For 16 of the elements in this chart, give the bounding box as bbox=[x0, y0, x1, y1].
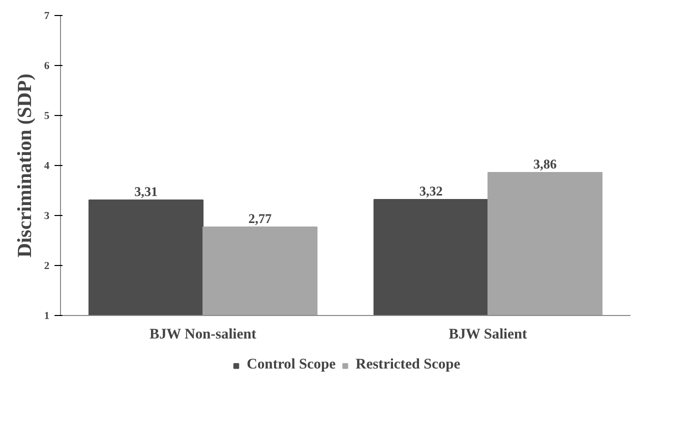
y-tick-label: 2 bbox=[44, 261, 50, 272]
legend-label: Control Scope bbox=[246, 356, 336, 374]
legend-label: Restricted Scope bbox=[356, 356, 460, 374]
y-axis-title: Discrimination (SDP) bbox=[14, 74, 36, 258]
x-tick-label: BJW Salient bbox=[448, 326, 528, 342]
y-tick-label: 5 bbox=[44, 111, 50, 122]
y-tick-label: 6 bbox=[44, 61, 50, 72]
y-tick-label: 3 bbox=[44, 211, 50, 222]
data-label: 3,86 bbox=[533, 156, 557, 172]
y-tick-label: 7 bbox=[44, 11, 50, 22]
data-label: 3,32 bbox=[419, 184, 443, 198]
data-label: 2,77 bbox=[248, 211, 272, 226]
y-tick-label: 1 bbox=[44, 311, 50, 322]
x-tick-label: BJW Non-salient bbox=[149, 326, 256, 342]
data-label: 3,31 bbox=[134, 184, 158, 199]
y-tick-label: 4 bbox=[44, 161, 50, 172]
